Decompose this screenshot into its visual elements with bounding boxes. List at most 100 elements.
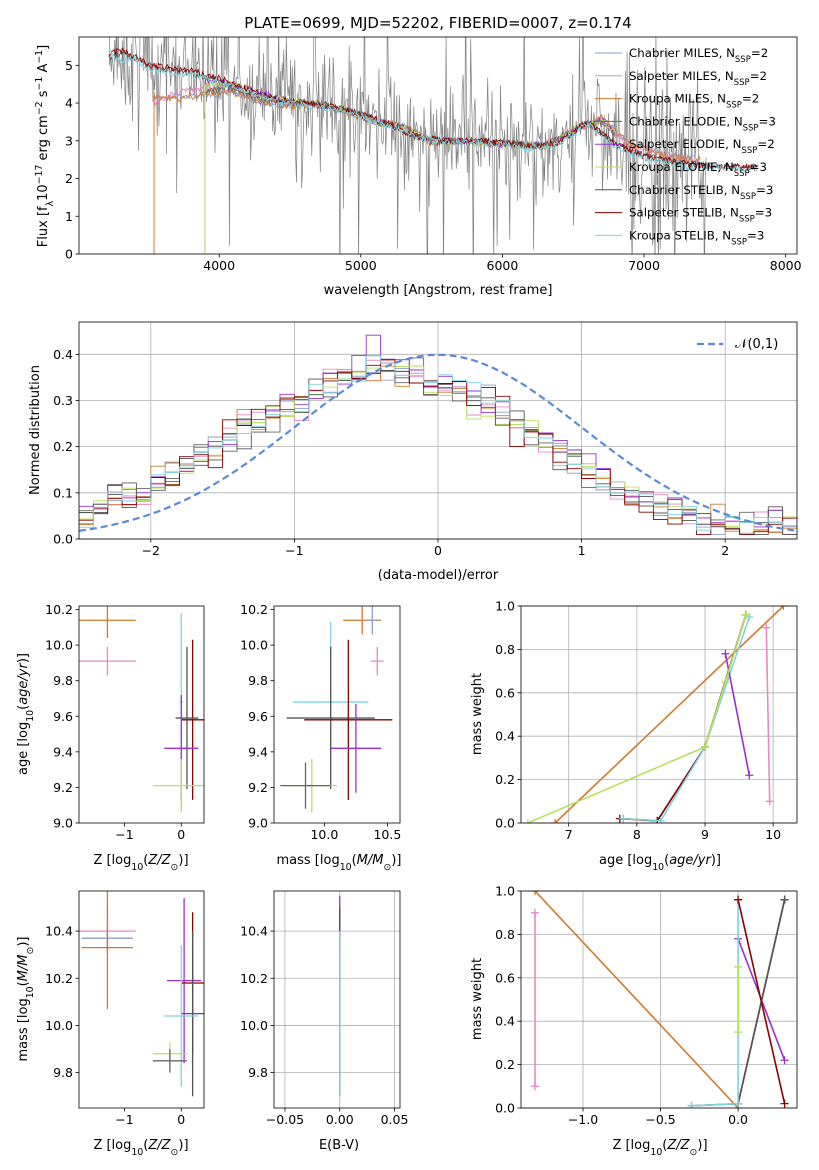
y-tick-label: 9.8 [248, 1065, 268, 1080]
plot-area [280, 606, 393, 813]
label-part: Chabrier MILES, N [629, 46, 735, 60]
axes-frame [78, 890, 205, 1109]
legend-label: Salpeter STELIB, NSSP=3 [629, 206, 772, 225]
y-axis-label: mass weight [470, 673, 485, 755]
y-tick-label: 9.8 [53, 673, 73, 688]
x-tick-label: 0.05 [381, 1112, 409, 1127]
weight-line-kroupa-miles [534, 891, 739, 1108]
y-tick-label: 1 [65, 209, 73, 224]
label-part: Salpeter MILES, N [629, 69, 734, 83]
weight-point-marker [687, 1101, 696, 1108]
label-part: ( [143, 853, 148, 868]
y-tick-label: 0.1 [53, 485, 73, 500]
y-tick-label: 0.0 [53, 532, 73, 547]
label-part: =3 [759, 114, 776, 128]
label-part: Kroupa ELODIE, N [629, 160, 734, 174]
x-tick-label: 0.00 [326, 1112, 354, 1127]
label-part: ( [352, 853, 357, 868]
frame-group: −1.0 −0.5 0.0 0.0 0.2 0.4 0.6 0.8 1.0 [495, 884, 798, 1127]
label-part: age/yr [16, 661, 31, 704]
x-tick-label: 5000 [345, 258, 377, 273]
label-part: Z/Z [147, 1138, 171, 1153]
x-tick-label: −1 [115, 827, 133, 842]
label-part: )] [178, 853, 188, 868]
x-tick-label: 10.5 [373, 827, 401, 842]
label-part: age/yr [669, 853, 712, 868]
frame-group: 7 8 9 10 0.0 0.2 0.4 0.6 0.8 1.0 [495, 599, 798, 842]
axes-frame [78, 321, 798, 540]
weight-point-marker [765, 797, 774, 806]
legend-label: Chabrier MILES, NSSP=2 [629, 46, 768, 65]
label-part: 10 [131, 1147, 143, 1158]
weight-point-marker [530, 1082, 539, 1091]
legend-label: Kroupa STELIB, NSSP=3 [629, 228, 764, 247]
grid [521, 605, 797, 824]
label-part: ⊙ [171, 1147, 179, 1158]
label-part: Z [log [93, 1138, 131, 1153]
label-part: Flux [f [36, 206, 51, 247]
axes-mass_vs_ebv: −0.05 0.00 0.05 9.8 10.0 10.2 10.4 [240, 890, 409, 1127]
y-axis-label: Flux [fλ10−17 erg cm−2 s−1 A−1] [34, 45, 56, 247]
weight-line-chabrier-stelib [623, 614, 747, 822]
label-part: Salpeter STELIB, N [629, 206, 739, 220]
legend-label: Salpeter ELODIE, NSSP=2 [629, 137, 775, 156]
y-tick-label: 9.6 [53, 709, 73, 724]
x-tick-label: −1 [285, 543, 303, 558]
frame-group: −0.05 0.00 0.05 9.8 10.0 10.2 10.4 [240, 890, 409, 1127]
y-tick-label: 9.6 [248, 709, 268, 724]
label-part: =3 [747, 228, 764, 242]
y-tick-label: 9.0 [248, 816, 268, 831]
weight-line-kroupa-elodie [527, 614, 747, 823]
weight-point-marker [721, 649, 730, 658]
x-tick-label: 8000 [770, 258, 802, 273]
y-tick-label: 0.4 [495, 729, 515, 744]
weight-point-marker [734, 895, 743, 904]
x-tick-label: 7 [565, 827, 573, 842]
weight-point-marker [530, 908, 539, 917]
x-tick-label: 4000 [203, 258, 235, 273]
label-part: SSP [740, 192, 756, 202]
label-part: ( [664, 853, 669, 868]
y-tick-label: 0.0 [495, 816, 515, 831]
x-tick-label: 9 [701, 827, 709, 842]
histogram-step-kroupa-stelib [79, 355, 797, 531]
label-part: ( [16, 981, 31, 986]
label-part: 10 [650, 1147, 662, 1158]
label-part: =2 [750, 69, 767, 83]
weight-point-marker [780, 1099, 789, 1108]
y-tick-label: 10.0 [240, 1018, 268, 1033]
frame-group: −1 0 9.8 10.0 10.2 10.4 [45, 890, 205, 1127]
weight-point-marker [780, 1056, 789, 1065]
y-tick-label: 9.8 [53, 1065, 73, 1080]
weight-point-marker [619, 814, 628, 823]
y-tick-label: 2 [65, 171, 73, 186]
label-part: )] [711, 853, 721, 868]
axes-weight_vs_Z: −1.0 −0.5 0.0 0.0 0.2 0.4 0.6 0.8 1.0 [495, 884, 798, 1127]
label-part: SSP [726, 101, 742, 111]
y-tick-label: 10.2 [45, 602, 73, 617]
weight-point-marker [780, 895, 789, 904]
axes-residuals: −2 −1 0 1 2 0.0 0.1 0.2 0.3 0.4 [53, 321, 798, 558]
x-axis-label: Z [log10(Z/Z⊙)] [93, 853, 188, 873]
x-tick-label: −0.05 [266, 1112, 304, 1127]
y-tick-label: 9.2 [248, 780, 268, 795]
y-tick-label: 9.2 [53, 780, 73, 795]
label-part: =2 [742, 92, 759, 106]
weight-line-kroupa-stelib [691, 899, 739, 1107]
label-part: )] [178, 1138, 188, 1153]
label-part: 10 [25, 710, 36, 722]
normal-curve [79, 353, 797, 532]
label-part: 10 [36, 184, 51, 201]
y-tick-label: 0.4 [53, 347, 73, 362]
label-part: ⊙ [171, 862, 179, 873]
y-tick-label: 3 [65, 133, 73, 148]
label-part: SSP [731, 237, 747, 247]
weight-point-marker [734, 1099, 743, 1108]
label-part: ⊙ [383, 862, 391, 873]
frame-group: 4000 5000 6000 7000 8000 0 1 2 3 4 5 [65, 36, 802, 273]
x-tick-label: 7000 [628, 258, 660, 273]
weight-point-marker [741, 610, 750, 619]
x-axis-label: E(B-V) [319, 1138, 359, 1153]
